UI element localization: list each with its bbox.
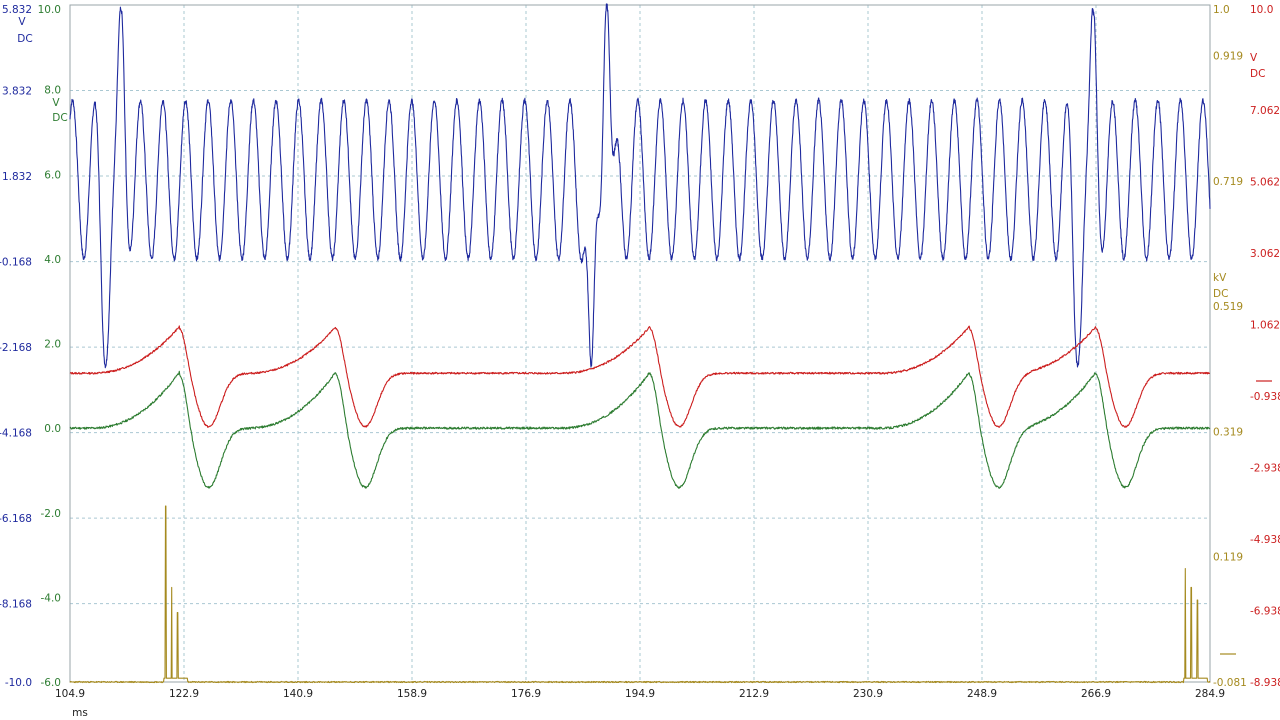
y-tick-label: 0.919 [1213,51,1243,63]
x-tick-label: 212.9 [739,688,769,700]
y-tick-label: -6.938 [1250,606,1280,618]
y-tick-label: -8.168 [0,599,32,611]
x-tick-label: 176.9 [511,688,541,700]
x-tick-label: 248.9 [967,688,997,700]
y-tick-label: -0.081 [1213,677,1247,689]
x-tick-label: 104.9 [55,688,85,700]
y-tick-label: -8.938 [1250,677,1280,689]
traces [69,3,1211,684]
y-tick-label: -0.168 [0,257,32,269]
y-unit-label: V [52,97,60,109]
x-tick-label: 122.9 [169,688,199,700]
y-tick-label: -4.938 [1250,534,1280,546]
x-unit-label: ms [72,707,88,719]
series-trace-0 [69,3,1211,369]
y-tick-label: -0.938 [1250,391,1280,403]
y-tick-label: -2.938 [1250,463,1280,475]
y-tick-label: 8.0 [44,85,61,97]
y-unit-label: V [1250,52,1258,64]
y-tick-label: 10.0 [38,4,61,16]
series-trace-2 [69,370,1211,489]
series-trace-1 [69,325,1211,428]
y-tick-label: 7.062 [1250,105,1280,117]
y-tick-label: 4.0 [44,254,61,266]
y-tick-label: 10.0 [1250,4,1273,16]
y-unit-label: V [18,16,26,28]
y-tick-label: 0.319 [1213,426,1243,438]
y-tick-label: 5.832 [2,4,32,16]
y-coupling-label: DC [17,33,32,45]
y-tick-label: 5.062 [1250,177,1280,189]
x-tick-label: 266.9 [1081,688,1111,700]
y-tick-label: 0.519 [1213,301,1243,313]
y-tick-label: 2.0 [44,339,61,351]
y-tick-label: 0.119 [1213,552,1243,564]
x-tick-label: 230.9 [853,688,883,700]
y-tick-label: -10.0 [5,677,32,689]
y-tick-label: -2.168 [0,342,32,354]
x-tick-label: 194.9 [625,688,655,700]
grid [69,4,1211,683]
y-tick-label: -4.0 [41,592,62,604]
y-tick-label: -6.168 [0,513,32,525]
y-tick-label: 1.062 [1250,320,1280,332]
y-tick-label: 1.832 [2,171,32,183]
series-trace-3 [69,505,1211,684]
y-tick-label: -2.0 [41,508,62,520]
axis-labels: 104.9 122.9 140.9 158.9 176.9 194.9 212.9 230.9… [0,4,1280,719]
y-coupling-label: DC [52,112,67,124]
y-tick-label: 3.062 [1250,248,1280,260]
y-coupling-label: DC [1250,68,1265,80]
y-tick-label: 0.719 [1213,176,1243,188]
y-tick-label: 1.0 [1213,4,1230,16]
x-tick-label: 284.9 [1195,688,1225,700]
x-tick-label: 140.9 [283,688,313,700]
y-tick-label: 6.0 [44,169,61,181]
y-unit-label: kV [1213,272,1227,284]
y-tick-label: -4.168 [0,428,32,440]
y-tick-label: 3.832 [2,86,32,98]
y-coupling-label: DC [1213,288,1228,300]
y-tick-label: -6.0 [41,677,62,689]
x-tick-label: 158.9 [397,688,427,700]
y-tick-label: 0.0 [44,423,61,435]
